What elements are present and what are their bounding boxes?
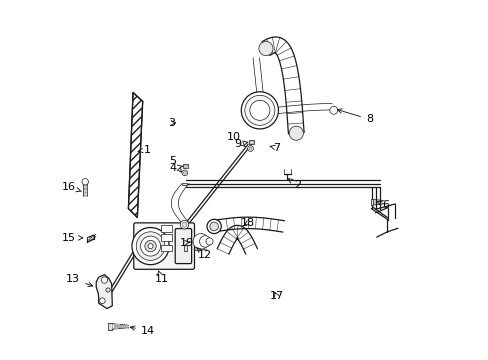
Text: 11: 11: [154, 271, 168, 284]
Text: 9: 9: [233, 139, 247, 149]
Text: 3: 3: [167, 118, 175, 128]
Bar: [116, 324, 118, 329]
Circle shape: [206, 219, 221, 234]
Circle shape: [148, 244, 153, 249]
Circle shape: [144, 240, 156, 252]
Bar: [249, 141, 253, 144]
Text: 16: 16: [62, 182, 81, 192]
Bar: [248, 140, 253, 144]
Bar: [160, 245, 172, 251]
Circle shape: [180, 220, 188, 229]
Circle shape: [241, 92, 278, 129]
Circle shape: [258, 41, 272, 55]
Text: 14: 14: [130, 326, 155, 336]
Bar: [108, 323, 111, 330]
Bar: [182, 183, 187, 185]
Bar: [183, 164, 188, 168]
Circle shape: [209, 222, 218, 231]
FancyBboxPatch shape: [134, 223, 194, 269]
Text: 15: 15: [62, 233, 82, 243]
Bar: [114, 324, 115, 329]
Circle shape: [183, 171, 186, 174]
Circle shape: [199, 236, 210, 247]
Text: 4: 4: [169, 163, 182, 173]
Circle shape: [247, 146, 253, 152]
Bar: [126, 325, 128, 328]
Circle shape: [193, 234, 208, 249]
Circle shape: [205, 238, 213, 245]
Bar: [370, 199, 373, 205]
Bar: [160, 225, 172, 232]
Circle shape: [249, 100, 269, 120]
Circle shape: [248, 147, 251, 150]
Text: 1: 1: [138, 145, 150, 155]
Bar: [160, 234, 172, 241]
Circle shape: [82, 179, 88, 185]
Text: 17: 17: [269, 291, 283, 301]
Circle shape: [182, 170, 187, 176]
Bar: [183, 245, 186, 251]
Polygon shape: [128, 93, 142, 217]
Text: 6: 6: [376, 200, 388, 210]
Bar: [120, 325, 122, 328]
Text: 13: 13: [66, 274, 93, 287]
Circle shape: [106, 288, 110, 292]
Text: 19: 19: [179, 238, 193, 248]
Text: 5: 5: [169, 156, 181, 172]
Bar: [122, 325, 124, 328]
Circle shape: [132, 228, 169, 265]
Polygon shape: [96, 275, 112, 309]
Circle shape: [99, 298, 105, 303]
Circle shape: [182, 222, 186, 227]
Circle shape: [140, 236, 160, 256]
Bar: [118, 324, 120, 328]
Circle shape: [288, 126, 303, 140]
Bar: [111, 324, 113, 329]
Circle shape: [329, 107, 337, 114]
Text: 7: 7: [269, 143, 280, 153]
Bar: [183, 165, 187, 167]
Text: 10: 10: [226, 132, 245, 147]
Bar: [124, 325, 126, 328]
Text: 8: 8: [337, 109, 372, 124]
Circle shape: [101, 277, 107, 283]
Text: 2: 2: [287, 179, 301, 190]
Circle shape: [87, 237, 90, 240]
Text: 18: 18: [241, 218, 255, 228]
FancyBboxPatch shape: [175, 229, 191, 264]
Text: 12: 12: [196, 247, 212, 260]
Circle shape: [136, 232, 164, 260]
Circle shape: [244, 95, 274, 125]
